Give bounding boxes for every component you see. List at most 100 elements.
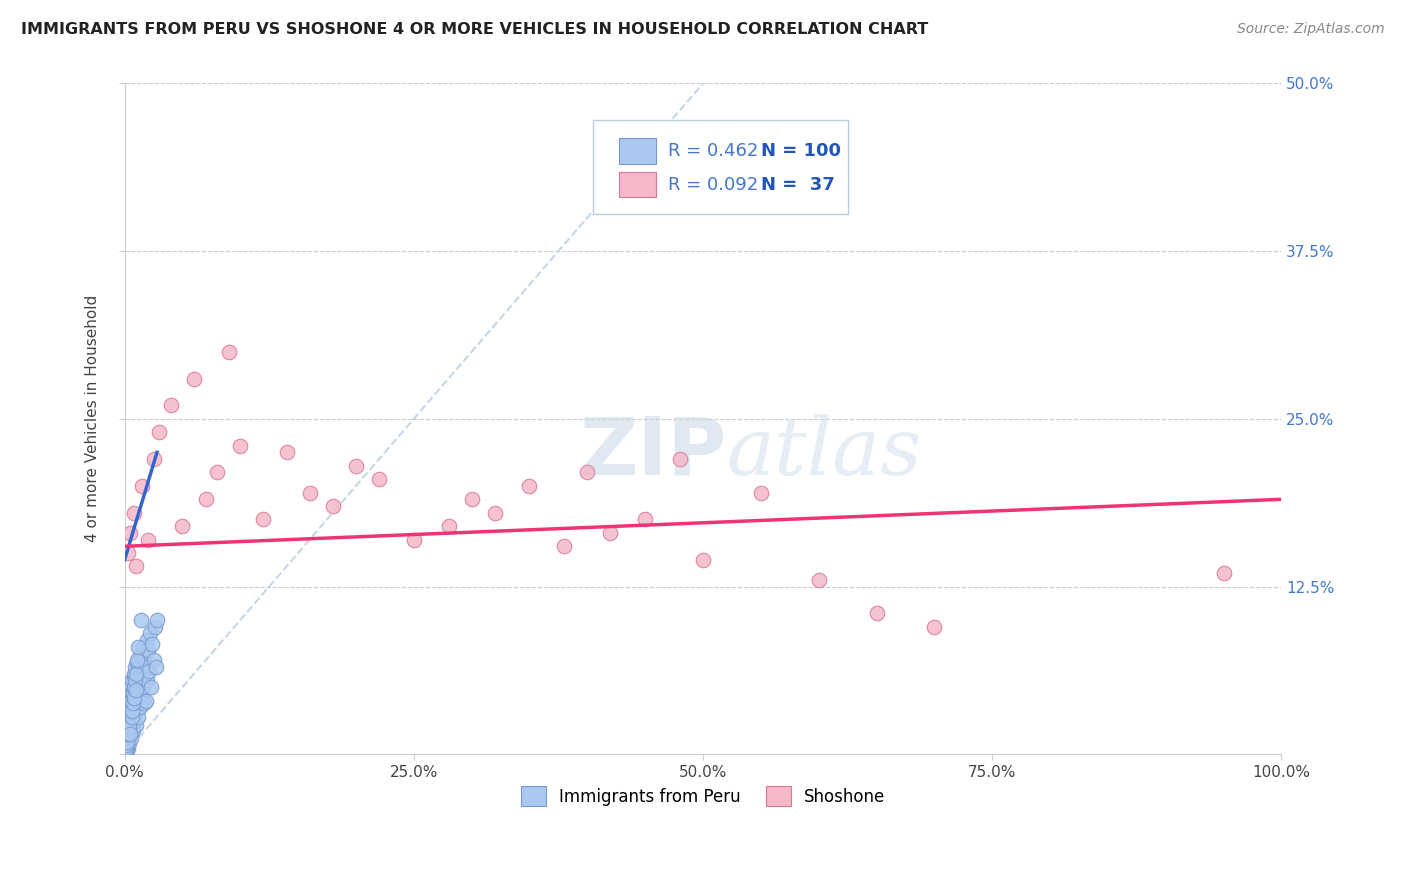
Point: [120, 680, 142, 694]
Point: [121, 673, 143, 688]
Point: [252, 512, 274, 526]
Bar: [619, 138, 655, 164]
Point: [114, 740, 136, 755]
Point: [124, 706, 146, 721]
Point: [127, 709, 149, 723]
Point: [129, 647, 152, 661]
Point: [145, 660, 167, 674]
Point: [141, 637, 163, 651]
Point: [118, 709, 141, 723]
Point: [128, 690, 150, 705]
Point: [749, 485, 772, 500]
Point: [124, 717, 146, 731]
Point: [117, 720, 139, 734]
Point: [115, 743, 138, 757]
Point: [129, 613, 152, 627]
Text: IMMIGRANTS FROM PERU VS SHOSHONE 4 OR MORE VEHICLES IN HOUSEHOLD CORRELATION CHA: IMMIGRANTS FROM PERU VS SHOSHONE 4 OR MO…: [21, 22, 928, 37]
Point: [127, 656, 149, 670]
Point: [160, 398, 183, 412]
Point: [118, 693, 141, 707]
Point: [120, 727, 142, 741]
Point: [865, 607, 887, 621]
Point: [121, 704, 143, 718]
Legend: Immigrants from Peru, Shoshone: Immigrants from Peru, Shoshone: [515, 780, 891, 813]
Point: [118, 706, 141, 721]
Point: [120, 727, 142, 741]
Point: [599, 525, 621, 540]
Point: [205, 466, 228, 480]
Point: [218, 344, 240, 359]
Point: [122, 506, 145, 520]
Point: [131, 680, 153, 694]
Point: [121, 720, 143, 734]
Point: [125, 559, 148, 574]
Point: [122, 723, 145, 737]
Point: [344, 458, 367, 473]
Point: [125, 687, 148, 701]
Text: N = 100: N = 100: [761, 142, 841, 161]
Point: [115, 731, 138, 745]
Point: [322, 499, 344, 513]
Point: [115, 723, 138, 737]
Point: [118, 700, 141, 714]
Point: [122, 714, 145, 728]
Point: [131, 687, 153, 701]
Point: [141, 680, 163, 694]
Point: [194, 492, 217, 507]
Point: [114, 736, 136, 750]
Point: [124, 682, 146, 697]
Point: [136, 533, 159, 547]
Point: [132, 696, 155, 710]
Point: [115, 738, 138, 752]
Point: [229, 439, 252, 453]
Point: [122, 680, 145, 694]
Point: [131, 479, 153, 493]
Point: [134, 650, 156, 665]
Point: [148, 425, 170, 440]
Text: atlas: atlas: [725, 414, 921, 491]
Point: [121, 714, 143, 728]
Point: [122, 682, 145, 697]
Point: [692, 552, 714, 566]
Point: [519, 479, 541, 493]
Point: [135, 693, 157, 707]
Point: [114, 743, 136, 757]
Point: [117, 733, 139, 747]
Point: [120, 693, 142, 707]
Point: [115, 720, 138, 734]
Point: [115, 731, 138, 745]
Point: [120, 687, 142, 701]
Point: [122, 696, 145, 710]
Point: [118, 736, 141, 750]
Point: [132, 640, 155, 654]
Point: [634, 512, 657, 526]
Point: [807, 573, 830, 587]
Point: [117, 706, 139, 721]
Point: [136, 673, 159, 688]
Point: [124, 666, 146, 681]
Point: [118, 727, 141, 741]
Point: [122, 700, 145, 714]
Point: [146, 613, 169, 627]
Point: [115, 733, 138, 747]
Text: R = 0.462: R = 0.462: [668, 142, 759, 161]
Point: [142, 653, 165, 667]
Point: [117, 740, 139, 755]
Point: [117, 546, 139, 560]
Point: [115, 736, 138, 750]
Point: [127, 653, 149, 667]
Point: [127, 640, 149, 654]
Text: N =  37: N = 37: [761, 176, 835, 194]
Bar: [619, 172, 655, 197]
Point: [118, 704, 141, 718]
Point: [124, 690, 146, 705]
Point: [131, 666, 153, 681]
Point: [118, 720, 141, 734]
Point: [576, 466, 599, 480]
Point: [134, 669, 156, 683]
Point: [143, 620, 166, 634]
Point: [142, 452, 165, 467]
Point: [402, 533, 425, 547]
Point: [124, 660, 146, 674]
Point: [121, 690, 143, 705]
